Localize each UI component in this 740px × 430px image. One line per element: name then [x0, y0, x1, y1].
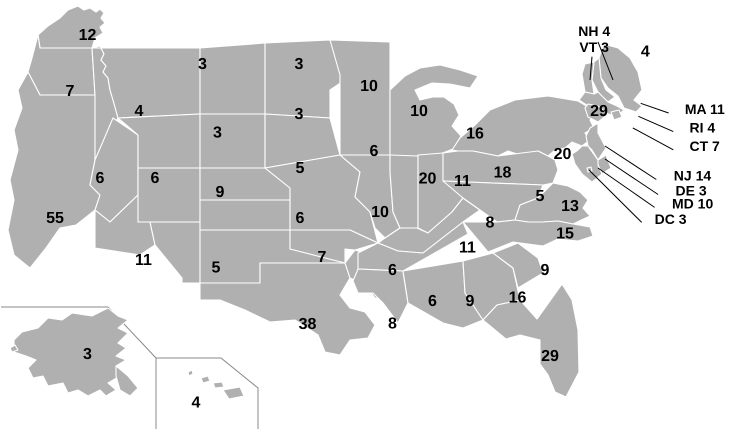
svg-text:DC 3: DC 3	[655, 211, 687, 227]
svg-text:6: 6	[388, 262, 397, 279]
svg-text:10: 10	[410, 103, 428, 120]
svg-text:55: 55	[46, 210, 64, 227]
svg-text:10: 10	[360, 78, 378, 95]
svg-text:9: 9	[541, 262, 550, 279]
svg-text:3: 3	[295, 106, 304, 123]
svg-text:15: 15	[556, 226, 574, 243]
svg-text:4: 4	[641, 43, 650, 60]
svg-text:38: 38	[299, 316, 317, 333]
svg-text:11: 11	[459, 240, 476, 257]
svg-text:29: 29	[590, 103, 608, 120]
svg-text:3: 3	[213, 125, 222, 142]
svg-text:11: 11	[135, 252, 152, 269]
svg-text:20: 20	[419, 171, 437, 188]
svg-text:6: 6	[428, 293, 437, 310]
svg-text:9: 9	[466, 293, 475, 310]
svg-text:6: 6	[370, 143, 379, 160]
svg-text:7: 7	[318, 249, 327, 266]
svg-text:4: 4	[192, 395, 201, 412]
svg-text:NH 4: NH 4	[578, 23, 610, 39]
svg-text:16: 16	[466, 126, 484, 143]
svg-text:VT 3: VT 3	[579, 39, 609, 55]
svg-text:6: 6	[96, 170, 105, 187]
svg-text:5: 5	[212, 260, 221, 277]
svg-text:13: 13	[561, 198, 579, 215]
svg-text:4: 4	[135, 103, 144, 120]
svg-text:3: 3	[83, 346, 92, 363]
svg-text:NJ 14: NJ 14	[674, 168, 712, 184]
svg-text:20: 20	[554, 146, 572, 163]
svg-text:7: 7	[66, 83, 75, 100]
svg-text:29: 29	[541, 348, 559, 365]
svg-text:5: 5	[536, 188, 545, 205]
svg-text:MD 10: MD 10	[672, 195, 713, 211]
svg-text:3: 3	[295, 56, 304, 73]
svg-text:12: 12	[79, 27, 97, 44]
svg-text:5: 5	[296, 160, 305, 177]
svg-text:11: 11	[454, 173, 471, 190]
svg-text:16: 16	[509, 290, 527, 307]
svg-text:18: 18	[494, 165, 512, 182]
svg-text:RI 4: RI 4	[690, 120, 716, 136]
svg-text:10: 10	[371, 204, 389, 221]
svg-text:9: 9	[216, 184, 225, 201]
svg-text:3: 3	[198, 56, 207, 73]
svg-text:6: 6	[151, 170, 160, 187]
svg-text:MA 11: MA 11	[685, 101, 725, 117]
svg-text:CT 7: CT 7	[690, 138, 721, 154]
svg-text:8: 8	[388, 316, 397, 333]
svg-text:6: 6	[296, 210, 305, 227]
svg-text:8: 8	[486, 215, 495, 232]
